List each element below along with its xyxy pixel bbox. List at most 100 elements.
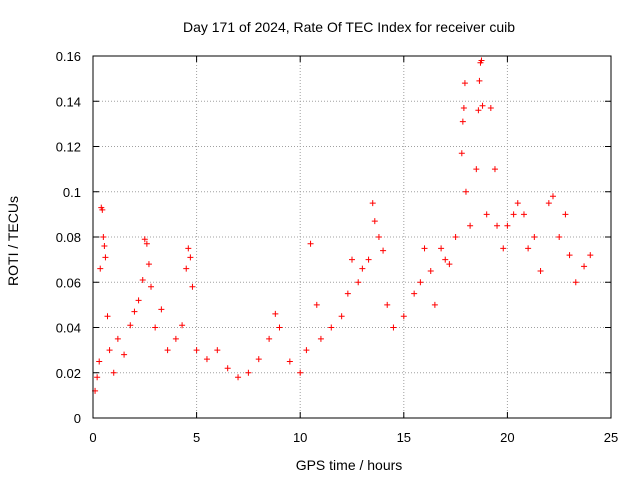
data-point [520,211,527,218]
data-point [581,263,588,270]
data-point [94,374,101,381]
data-point [135,297,142,304]
data-point [431,301,438,308]
data-point [158,306,165,313]
data-point [145,261,152,268]
axis-ticks: 0 0.02 0.04 0.06 0.08 0.1 0.12 0.14 0.16 0 5 10 15 20… [56,49,619,445]
data-point [179,322,186,329]
data-point [375,234,382,240]
data-point [371,218,378,225]
data-point [562,211,569,218]
data-point [141,236,148,243]
data-point [303,347,310,354]
data-point [460,105,467,112]
data-point [442,256,449,263]
data-point [99,206,106,213]
data-point [504,222,511,229]
data-point [349,256,355,263]
data-point [338,313,345,320]
y-axis-label: ROTI / TECUs [5,196,21,286]
data-point [478,57,485,64]
data-point [400,313,407,320]
data-point [193,347,200,354]
data-point [549,193,556,200]
data-point [114,335,121,342]
x-tick-label: 20 [500,430,514,445]
y-tick-label: 0.12 [56,140,81,155]
data-point [427,267,434,274]
data-point [214,347,221,354]
data-point [494,222,501,229]
data-point [510,211,517,218]
data-point [421,245,428,252]
data-point [446,261,453,268]
data-point [462,188,469,195]
chart-title: Day 171 of 2024, Rate Of TEC Index for r… [183,19,515,35]
data-point [183,265,190,272]
data-point [297,369,304,376]
data-point [328,324,335,331]
data-point [487,105,494,112]
data-point [313,301,320,308]
data-point [566,252,573,259]
data-point [203,356,210,363]
data-point [101,243,108,250]
data-point [104,313,111,320]
data-point [110,369,117,376]
data-point [102,254,109,261]
y-tick-label: 0.1 [63,185,81,200]
data-point [355,279,362,286]
data-point [491,166,498,173]
x-tick-label: 10 [293,430,307,445]
data-point [131,308,138,315]
x-tick-label: 15 [397,430,411,445]
data-point [245,369,252,376]
data-point [500,245,507,252]
y-tick-label: 0.16 [56,49,81,64]
data-point [172,335,179,342]
data-points [92,57,594,394]
grid [93,56,611,418]
data-point [369,200,376,207]
x-axis-label: GPS time / hours [296,457,403,473]
y-tick-label: 0.02 [56,366,81,381]
data-point [514,200,521,207]
data-point [438,245,445,252]
data-point [344,290,351,297]
y-tick-label: 0.14 [56,94,81,109]
data-point [272,310,279,317]
data-point [467,222,474,229]
data-point [525,245,532,252]
data-point [380,247,387,254]
y-tick-label: 0.08 [56,230,81,245]
data-point [545,200,552,207]
data-point [148,283,155,290]
data-point [475,107,482,114]
data-point [286,358,293,365]
data-point [483,211,490,218]
data-point [152,324,159,331]
x-tick-label: 5 [193,430,200,445]
data-point [97,265,104,272]
data-point [164,347,171,354]
data-point [139,276,146,283]
data-point [476,77,483,84]
data-point [411,290,418,297]
data-point [121,351,128,358]
data-point [390,324,397,331]
data-point [224,365,231,372]
data-point [365,256,372,263]
data-point [317,335,324,342]
data-point [276,324,283,331]
data-point [307,240,314,247]
data-point [587,252,594,259]
data-point [384,301,391,308]
data-point [185,245,192,252]
data-point [106,347,113,354]
data-point [143,240,150,247]
data-point [187,254,194,261]
y-tick-label: 0.04 [56,321,81,336]
data-point [266,335,273,342]
data-point [459,118,466,125]
y-tick-label: 0.06 [56,275,81,290]
